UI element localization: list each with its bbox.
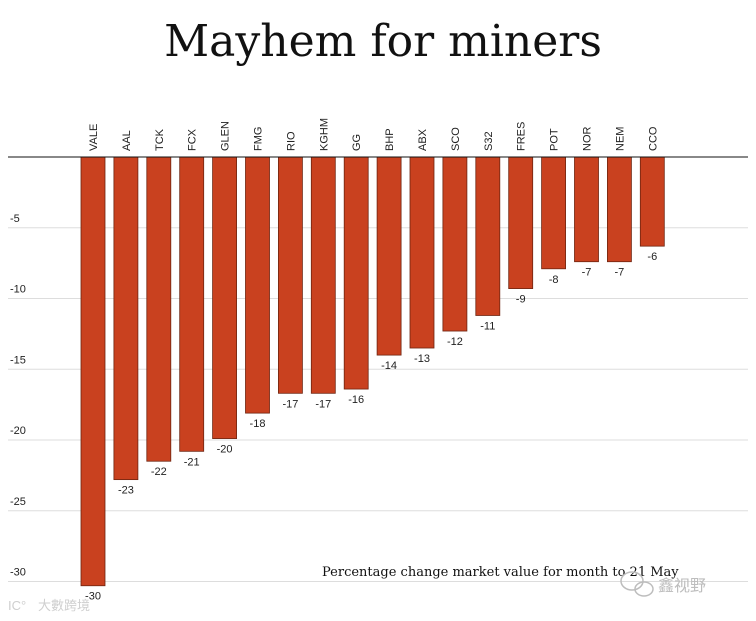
x-category-label: AAL [121,130,133,151]
x-category-label: BHP [384,128,396,151]
bar [212,156,238,439]
watermark-right: 鑫视野 [658,576,706,595]
watermark-left-mark: IC° [8,598,26,613]
data-label: -7 [615,267,625,279]
bar [179,156,205,452]
bar [639,156,665,247]
data-label: -9 [516,294,526,306]
bar [113,156,139,481]
bar [574,156,599,263]
data-label: -12 [447,336,463,348]
y-tick-label: -20 [10,425,26,437]
data-label: -11 [480,320,495,332]
bar [245,156,270,414]
bar [80,156,106,587]
x-category-label: FRES [516,122,528,151]
data-label: -8 [549,274,559,286]
x-category-label: GLEN [220,121,232,151]
watermark-left: 大數跨境 [38,598,90,613]
bar [607,156,632,263]
bars [80,156,665,587]
data-label: -21 [184,456,200,468]
y-tick-label: -10 [10,284,26,296]
data-label: -23 [118,485,134,497]
x-category-label: NEM [614,127,626,151]
y-tick-label: -5 [10,213,20,225]
data-label: -20 [217,444,233,456]
bar [475,156,501,316]
x-category-label: S32 [483,131,495,151]
data-label: -22 [151,466,167,478]
category-labels: VALE AAL TCK FCX GLEN FMG RIO KGHM GG BHP ABX SCO S3… [88,118,659,151]
x-category-label: FMG [253,127,265,151]
bar [146,156,172,462]
bar [277,156,303,394]
data-label: -17 [315,398,331,410]
bar [442,156,468,332]
data-label: -7 [582,267,592,279]
bar [310,156,336,394]
x-category-label: GG [351,134,363,151]
chart-annotation: Percentage change market value for month… [322,565,679,580]
data-label: -30 [85,591,101,603]
data-label: -14 [381,360,397,372]
x-category-label: TCK [154,128,166,151]
data-labels: -30 -23 -22 -21 -20 -18 -17 -17 -16 -14 -13 -12 -11 -… [85,251,657,603]
data-label: -16 [348,394,364,406]
data-label: -17 [282,398,298,410]
bar [376,156,402,356]
y-tick-label: -25 [10,496,26,508]
x-category-label: CCO [647,126,659,151]
y-axis-ticks: -5 -10 -15 -20 -25 -30 [10,213,26,579]
bar [508,156,534,289]
wechat-icon [620,571,654,597]
x-category-label: SCO [450,127,462,151]
x-category-label: VALE [88,124,100,151]
x-category-label: FCX [187,128,199,151]
x-category-label: KGHM [318,118,330,151]
bar [541,156,566,270]
data-label: -13 [414,353,430,365]
data-label: -18 [250,418,266,430]
x-category-label: ABX [417,128,429,151]
bar [343,156,369,390]
data-label: -6 [647,251,657,263]
x-category-label: POT [549,128,561,151]
y-tick-label: -30 [10,567,26,579]
y-tick-label: -15 [10,354,26,366]
x-category-label: NOR [582,127,594,152]
bar [409,156,435,349]
chart-title: Mayhem for miners [164,16,602,67]
x-category-label: RIO [285,131,297,151]
